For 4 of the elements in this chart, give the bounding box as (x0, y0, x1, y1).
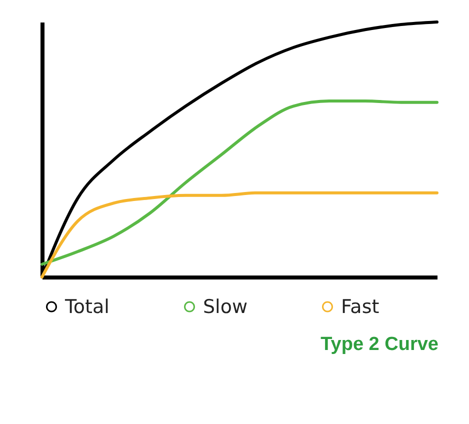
text: Type 2 Curve (320, 334, 438, 355)
legend-label: Total (64, 296, 110, 318)
legend-label: Slow (203, 296, 248, 318)
legend-label: Fast (341, 296, 380, 318)
